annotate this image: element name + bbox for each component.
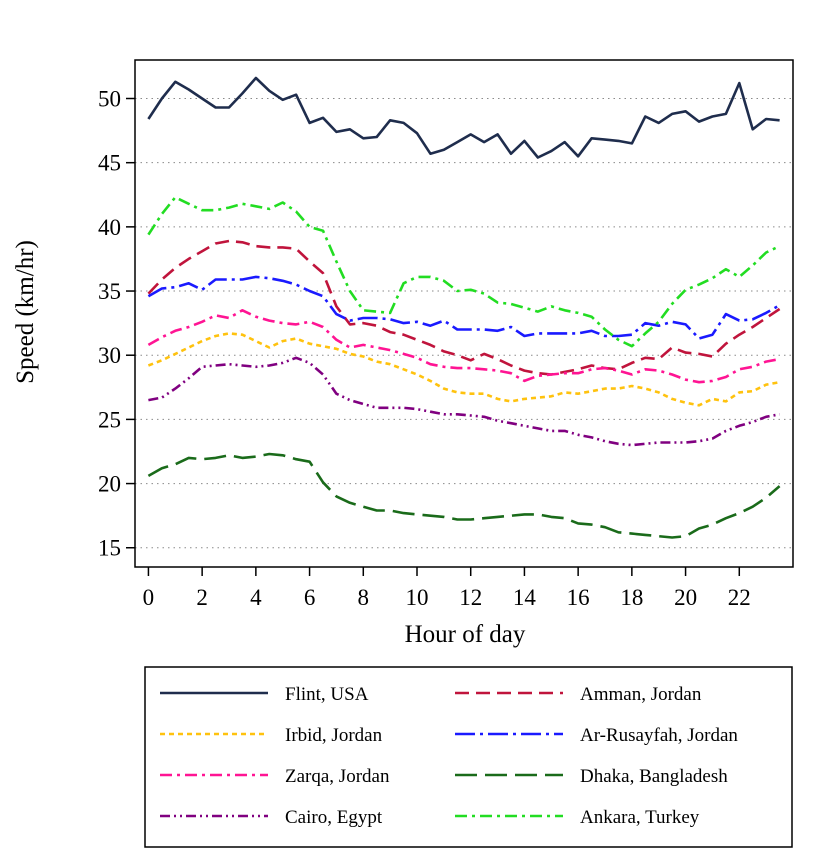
x-tick-label-22: 22 <box>728 585 751 610</box>
grid-lines <box>135 98 793 549</box>
series-line-dhaka-bangladesh <box>147 452 781 539</box>
x-tick-label-10: 10 <box>406 585 429 610</box>
series-lines <box>147 76 781 539</box>
series-line-zarqa-jordan <box>147 308 780 384</box>
y-tick-label-30: 30 <box>98 343 121 368</box>
series-line-irbid-jordan <box>147 332 780 407</box>
y-tick-label-25: 25 <box>98 407 121 432</box>
x-tick-label-16: 16 <box>567 585 590 610</box>
x-axis-title: Hour of day <box>405 621 526 648</box>
series-line-cairo-egypt <box>148 356 780 447</box>
y-tick-label-15: 15 <box>98 536 121 561</box>
legend: Flint, USA Amman, Jordan Irbid, Jordan Ar-R… <box>144 666 793 848</box>
legend-label-dhaka-bangladesh: Dhaka, Bangladesh <box>580 766 728 787</box>
series-line-ankara-turkey <box>147 196 781 348</box>
x-tick-label-12: 12 <box>459 585 482 610</box>
x-tick-label-18: 18 <box>620 585 643 610</box>
series-line-flint-usa <box>147 76 780 159</box>
series-line-amman-jordan <box>147 239 781 376</box>
x-axis: 0 2 4 6 8 10 12 14 16 18 20 22 <box>143 567 751 610</box>
y-axis-title: Speed (km/hr) <box>12 240 39 384</box>
x-tick-label-2: 2 <box>196 585 208 610</box>
x-tick-label-8: 8 <box>358 585 370 610</box>
y-axis: 15 20 25 30 35 40 45 50 <box>98 87 135 561</box>
x-tick-label-0: 0 <box>143 585 155 610</box>
legend-label-zarqa-jordan: Zarqa, Jordan <box>285 766 390 787</box>
legend-label-irbid-jordan: Irbid, Jordan <box>285 725 383 746</box>
y-tick-label-40: 40 <box>98 215 121 240</box>
x-tick-label-4: 4 <box>250 585 262 610</box>
x-tick-label-6: 6 <box>304 585 316 610</box>
plot-area-frame <box>134 59 794 568</box>
y-tick-label-45: 45 <box>98 151 121 176</box>
x-tick-label-14: 14 <box>513 585 537 610</box>
y-tick-label-50: 50 <box>98 87 121 112</box>
series-line-ar-rusayfah-jordan <box>147 275 781 340</box>
legend-label-ar-rusayfah-jordan: Ar-Rusayfah, Jordan <box>580 725 738 746</box>
x-tick-label-20: 20 <box>674 585 697 610</box>
legend-label-flint-usa: Flint, USA <box>285 684 369 705</box>
legend-label-amman-jordan: Amman, Jordan <box>580 684 702 705</box>
legend-label-ankara-turkey: Ankara, Turkey <box>580 807 700 828</box>
y-tick-label-35: 35 <box>98 279 121 304</box>
legend-label-cairo-egypt: Cairo, Egypt <box>285 807 383 828</box>
y-tick-label-20: 20 <box>98 472 121 497</box>
